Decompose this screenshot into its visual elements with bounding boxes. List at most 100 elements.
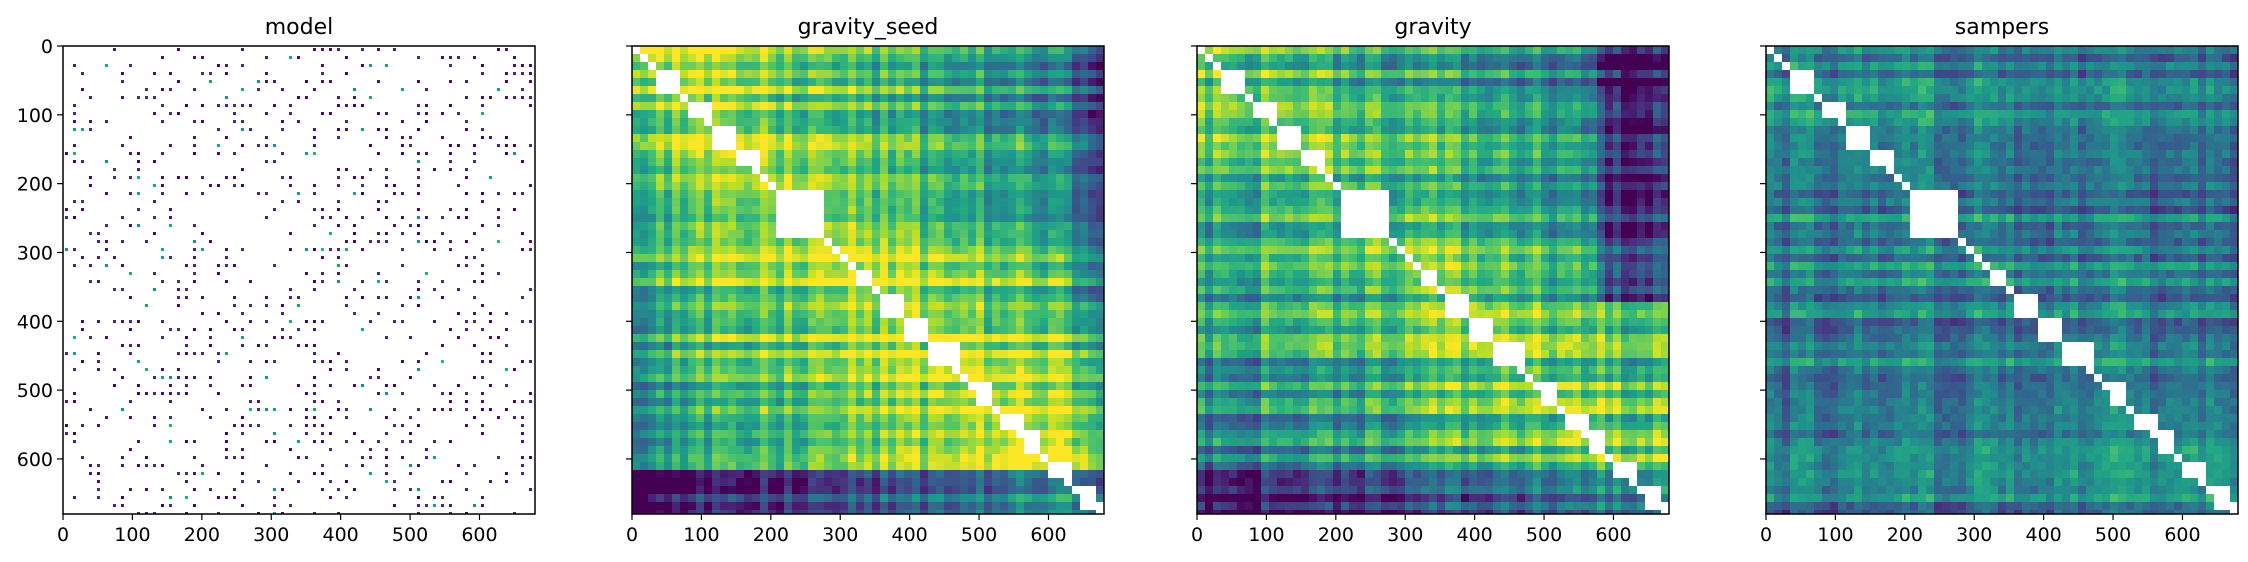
heatmap-cell — [1293, 46, 1301, 54]
heatmap-cell — [808, 126, 816, 134]
heatmap-cell — [457, 184, 460, 187]
heatmap-cell — [632, 190, 640, 198]
heatmap-cell — [73, 64, 76, 67]
heatmap-cell — [952, 382, 960, 390]
heatmap-cell — [640, 206, 648, 214]
heatmap-cell — [968, 142, 976, 150]
heatmap-cell — [848, 142, 856, 150]
heatmap-cell — [752, 470, 760, 478]
heatmap-cell — [1048, 198, 1056, 206]
heatmap-cell — [1509, 70, 1517, 78]
heatmap-cell — [808, 78, 816, 86]
heatmap-cell — [736, 102, 744, 110]
heatmap-cell — [249, 320, 252, 323]
heatmap-cell — [1237, 102, 1245, 110]
heatmap-cell — [840, 326, 848, 334]
heatmap-cell — [353, 232, 356, 235]
heatmap-cell — [1080, 422, 1088, 430]
heatmap-cell — [864, 94, 872, 102]
heatmap-cell — [1397, 62, 1405, 70]
heatmap-cell — [752, 382, 760, 390]
heatmap-cell — [1237, 126, 1245, 134]
heatmap-cell — [944, 398, 952, 406]
heatmap-cell — [1008, 198, 1016, 206]
heatmap-cell — [888, 510, 896, 514]
heatmap-cell — [720, 342, 728, 350]
heatmap-cell — [976, 198, 984, 206]
heatmap-cell — [928, 182, 936, 190]
heatmap-cell — [776, 334, 784, 342]
heatmap-cell — [856, 342, 864, 350]
heatmap-cell — [417, 464, 420, 467]
heatmap-cell — [888, 206, 896, 214]
heatmap-cell — [1221, 126, 1229, 134]
heatmap-cell — [992, 334, 1000, 342]
heatmap-cell — [1000, 230, 1008, 238]
heatmap-cell — [976, 358, 984, 366]
heatmap-cell — [872, 502, 880, 510]
heatmap-cell — [792, 374, 800, 382]
heatmap-cell — [696, 510, 704, 514]
heatmap-cell — [1080, 62, 1088, 70]
heatmap-cell — [864, 70, 872, 78]
heatmap-cell — [640, 286, 648, 294]
heatmap-cell — [337, 168, 340, 171]
heatmap-cell — [417, 288, 420, 291]
heatmap-cell — [768, 46, 776, 54]
heatmap-cell — [832, 494, 840, 502]
heatmap-cell — [465, 240, 468, 243]
heatmap-cell — [864, 294, 872, 302]
heatmap-cell — [425, 152, 428, 155]
heatmap-cell — [928, 102, 936, 110]
heatmap-cell — [872, 198, 880, 206]
heatmap-cell — [680, 510, 688, 514]
heatmap-cell — [968, 182, 976, 190]
heatmap-cell — [1389, 110, 1397, 118]
heatmap-cell — [521, 464, 524, 467]
heatmap-cell — [968, 478, 976, 486]
heatmap-cell — [73, 144, 76, 147]
heatmap-cell — [952, 262, 960, 270]
heatmap-cell — [744, 246, 752, 254]
heatmap-cell — [696, 206, 704, 214]
heatmap-cell — [97, 496, 100, 499]
heatmap-cell — [1557, 102, 1565, 110]
heatmap-cell — [1088, 422, 1096, 430]
heatmap-cell — [1317, 102, 1325, 110]
heatmap-cell — [864, 102, 872, 110]
heatmap-cell — [840, 62, 848, 70]
heatmap-cell — [960, 406, 968, 414]
heatmap-cell — [704, 502, 712, 510]
heatmap-cell — [1509, 54, 1517, 62]
heatmap-cell — [672, 94, 680, 102]
heatmap-cell — [1477, 70, 1485, 78]
heatmap-cell — [1637, 118, 1645, 126]
heatmap-cell — [313, 224, 316, 227]
heatmap-cell — [257, 424, 260, 427]
heatmap-cell — [736, 142, 744, 150]
heatmap-cell — [968, 254, 976, 262]
heatmap-cell — [728, 430, 736, 438]
heatmap-cell — [1509, 78, 1517, 86]
heatmap-cell — [792, 406, 800, 414]
heatmap-cell — [337, 200, 340, 203]
heatmap-cell — [816, 246, 824, 254]
heatmap-cell — [1221, 134, 1229, 142]
heatmap-cell — [1096, 430, 1104, 438]
heatmap-cell — [928, 126, 936, 134]
heatmap-cell — [984, 278, 992, 286]
heatmap-cell — [792, 454, 800, 462]
heatmap-cell — [1008, 214, 1016, 222]
heatmap-cell — [848, 126, 856, 134]
heatmap-cell — [960, 222, 968, 230]
heatmap-cell — [760, 390, 768, 398]
heatmap-cell — [856, 262, 864, 270]
heatmap-cell — [656, 246, 664, 254]
heatmap-cell — [952, 142, 960, 150]
heatmap-cell — [928, 134, 936, 142]
heatmap-cell — [704, 190, 712, 198]
heatmap-cell — [297, 456, 300, 459]
heatmap-cell — [888, 102, 896, 110]
heatmap-cell — [1341, 134, 1349, 142]
heatmap-cell — [1517, 94, 1525, 102]
